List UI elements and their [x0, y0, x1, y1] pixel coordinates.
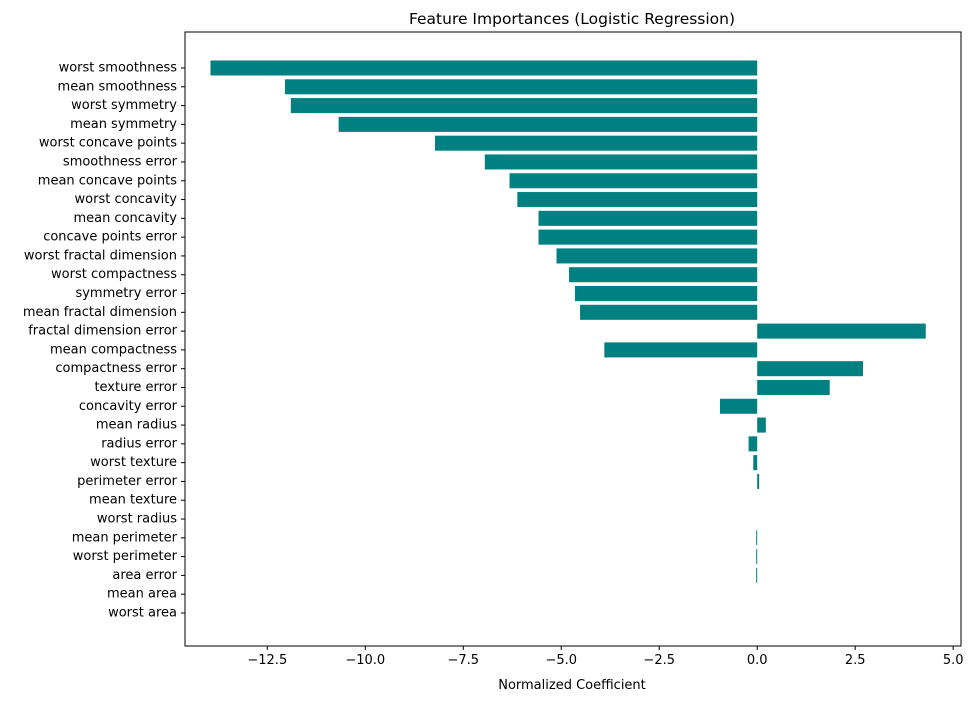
bar: [756, 567, 758, 583]
bar: [719, 398, 758, 414]
x-tick-label: −12.5: [247, 653, 287, 668]
y-tick-label: radius error: [101, 436, 177, 451]
bar: [290, 98, 758, 114]
x-tick-label: 5.0: [943, 653, 964, 668]
y-tick-label: mean concavity: [73, 211, 177, 226]
bar: [753, 455, 758, 471]
y-tick-label: mean smoothness: [58, 79, 178, 94]
x-tick-label: 0.0: [747, 653, 768, 668]
y-tick-label: mean radius: [96, 418, 177, 433]
y-tick-label: mean fractal dimension: [23, 305, 177, 320]
y-tick-label: symmetry error: [75, 286, 177, 301]
y-axis: worst smoothness mean smoothness worst sym…: [23, 61, 185, 621]
bar: [748, 436, 758, 452]
y-tick-label: mean texture: [89, 493, 177, 508]
y-tick-label: worst texture: [90, 455, 177, 470]
y-tick-label: worst concave points: [39, 136, 177, 151]
bar: [757, 379, 830, 395]
bar: [484, 154, 758, 170]
y-tick-label: mean area: [107, 587, 177, 602]
bar: [538, 210, 758, 226]
bar: [509, 173, 758, 189]
bar: [756, 530, 758, 546]
x-tick-label: −10.0: [345, 653, 385, 668]
bar: [284, 79, 758, 95]
x-tick-label: −7.5: [447, 653, 479, 668]
chart-title: Feature Importances (Logistic Regression…: [409, 10, 735, 28]
bar: [580, 304, 758, 320]
bar: [210, 60, 758, 76]
bar: [338, 116, 758, 132]
bar: [435, 135, 758, 151]
y-tick-label: worst radius: [97, 512, 177, 527]
y-tick-label: texture error: [94, 380, 177, 395]
y-tick-label: mean perimeter: [72, 530, 178, 545]
x-axis-label: Normalized Coefficient: [498, 678, 646, 693]
y-tick-label: worst area: [108, 606, 177, 621]
bars-group: [210, 60, 926, 583]
y-tick-label: worst symmetry: [71, 98, 177, 113]
y-tick-label: mean compactness: [50, 342, 177, 357]
y-tick-label: compactness error: [55, 361, 177, 376]
y-tick-label: fractal dimension error: [28, 324, 177, 339]
bar: [757, 417, 766, 433]
x-axis: −12.5 −10.0 −7.5 −5.0 −2.5 0.0 2.5 5.0: [247, 646, 964, 668]
bar: [756, 549, 758, 565]
x-tick-label: −5.0: [545, 653, 577, 668]
bar: [574, 286, 758, 302]
bar: [757, 473, 760, 489]
y-tick-label: smoothness error: [63, 154, 178, 169]
y-tick-label: concavity error: [79, 399, 178, 414]
bar: [757, 323, 926, 339]
y-tick-label: mean concave points: [38, 173, 177, 188]
bar: [538, 229, 758, 245]
bar: [757, 361, 864, 377]
bar: [556, 248, 758, 264]
x-tick-label: 2.5: [845, 653, 866, 668]
bar: [517, 192, 758, 208]
y-tick-label: worst smoothness: [59, 61, 178, 76]
y-tick-label: area error: [112, 568, 177, 583]
y-tick-label: concave points error: [43, 230, 177, 245]
bar: [569, 267, 758, 283]
y-tick-label: worst fractal dimension: [24, 248, 177, 263]
plot-frame: [184, 31, 962, 647]
y-tick-label: worst compactness: [51, 267, 177, 282]
y-tick-label: worst concavity: [75, 192, 178, 207]
y-tick-label: perimeter error: [77, 474, 178, 489]
y-tick-label: worst perimeter: [73, 549, 178, 564]
bar: [604, 342, 758, 358]
x-tick-label: −2.5: [643, 653, 675, 668]
y-tick-label: mean symmetry: [70, 117, 177, 132]
